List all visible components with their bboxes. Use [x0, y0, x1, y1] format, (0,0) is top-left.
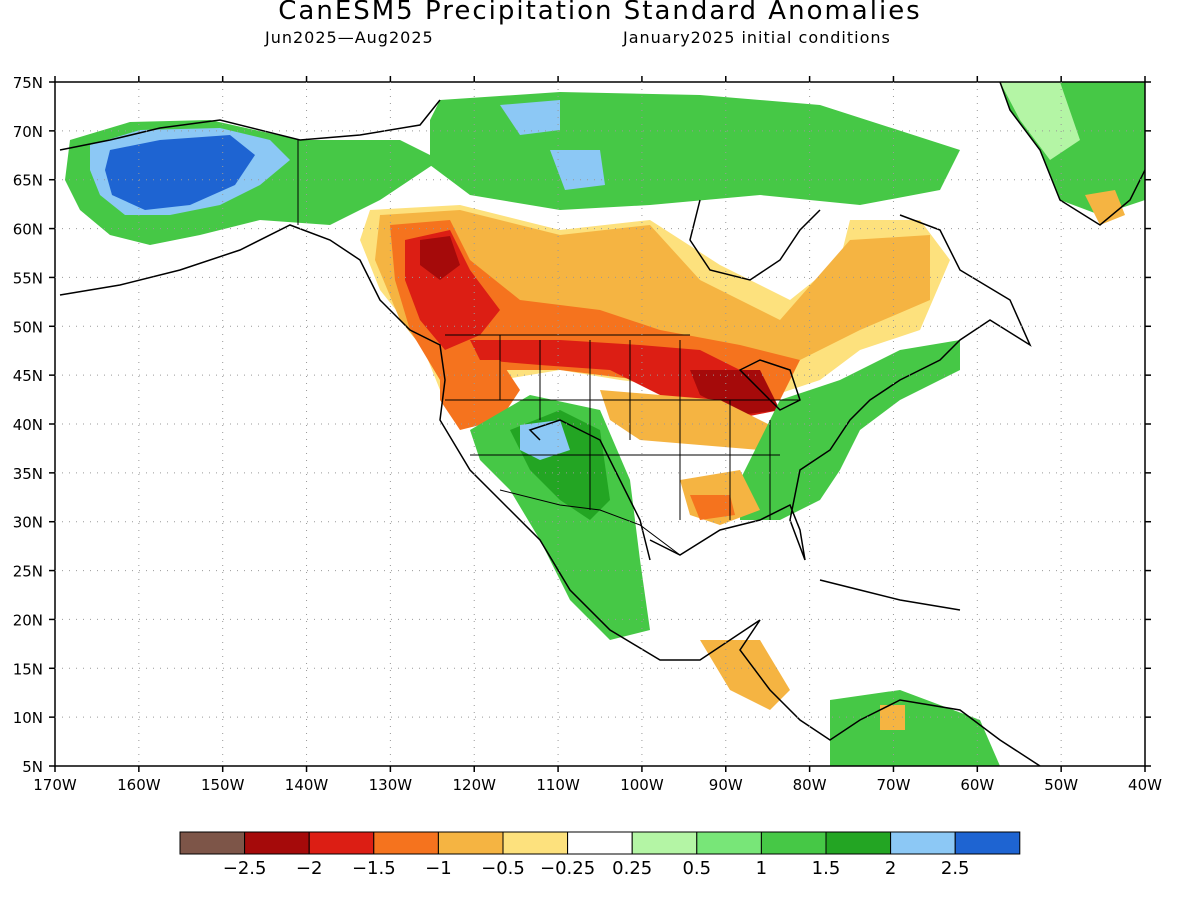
lat-label: 50N — [13, 318, 43, 336]
colorbar-label: −2.5 — [223, 858, 267, 879]
colorbar-labels: −2.5 −2 −1.5 −1 −0.5 −0.25 0.25 0.5 1 1.5 2 2.5 — [223, 858, 970, 879]
political-borders — [297, 140, 800, 556]
colorbar-label: 0.5 — [682, 858, 711, 879]
lon-label: 40W — [1128, 776, 1162, 794]
anomaly-region-interior-dry — [600, 390, 780, 450]
anomaly-region-cam-dry — [700, 640, 790, 710]
lon-label: 100W — [620, 776, 664, 794]
lon-label: 90W — [709, 776, 743, 794]
colorbar-swatch — [760, 831, 827, 855]
lon-label: 160W — [117, 776, 161, 794]
lat-label: 25N — [13, 563, 43, 581]
colorbar-label: 1 — [756, 858, 767, 879]
lat-label: 55N — [13, 269, 43, 287]
colorbar-swatch — [179, 831, 246, 855]
lon-label: 50W — [1044, 776, 1078, 794]
colorbar-swatch — [437, 831, 504, 855]
coastlines — [59, 82, 1145, 766]
anomaly-region-arctic-wet2 — [550, 150, 605, 190]
lat-label: 70N — [13, 123, 43, 141]
anomaly-region-bc-core — [420, 236, 460, 280]
colorbar-label: −1 — [425, 858, 452, 879]
lat-label: 20N — [13, 611, 43, 629]
colorbar-swatch — [567, 831, 633, 855]
colorbar-swatch — [890, 831, 956, 855]
lon-label: 60W — [960, 776, 994, 794]
lat-label: 75N — [13, 74, 43, 92]
lat-label: 15N — [13, 660, 43, 678]
colorbar — [179, 831, 1021, 855]
lon-label: 120W — [452, 776, 496, 794]
colorbar-label: 0.25 — [612, 858, 652, 879]
anomaly-region-arctic-wet — [500, 100, 560, 135]
lon-label: 150W — [201, 776, 245, 794]
anomaly-region-gulf-orange — [690, 495, 735, 520]
lon-label: 130W — [369, 776, 413, 794]
colorbar-label: 1.5 — [812, 858, 841, 879]
anomaly-shading — [65, 82, 1145, 766]
colorbar-swatch — [244, 831, 310, 855]
colorbar-swatch — [696, 831, 762, 855]
anomaly-region-southwest-wet — [520, 420, 570, 460]
colorbar-label: −2 — [296, 858, 323, 879]
latitude-labels: 75N 70N 65N 60N 55N 50N 45N 40N 35N 30N 25N 20N 15N 1… — [13, 74, 43, 776]
lon-label: 80W — [793, 776, 827, 794]
axis-ticks — [49, 76, 1151, 772]
anomaly-region-midwest-red — [690, 370, 780, 415]
colorbar-swatch — [502, 831, 569, 855]
lon-label: 70W — [877, 776, 911, 794]
lat-label: 65N — [13, 172, 43, 190]
colorbar-label: −0.5 — [481, 858, 525, 879]
initial-conditions: January2025 initial conditions — [623, 28, 891, 47]
anomaly-region-southwest-green — [470, 395, 650, 640]
colorbar-label: 2 — [885, 858, 896, 879]
anomaly-region-east-green — [740, 340, 960, 520]
forecast-period: Jun2025—Aug2025 — [265, 28, 434, 47]
colorbar-swatch — [825, 831, 892, 855]
colorbar-label: −0.25 — [540, 858, 595, 879]
colorbar-label: −1.5 — [352, 858, 396, 879]
lat-label: 5N — [22, 758, 43, 776]
longitude-labels: 170W 160W 150W 140W 130W 120W 110W 100W 90W 80W 70… — [33, 776, 1162, 794]
lat-label: 30N — [13, 514, 43, 532]
anomaly-region-sa-green — [830, 690, 1000, 766]
lat-label: 45N — [13, 367, 43, 385]
chart-title: CanESM5 Precipitation Standard Anomalies — [278, 0, 922, 26]
anomaly-region-greenland-light — [1000, 82, 1080, 160]
anomaly-region-sa-dry — [880, 705, 905, 730]
lon-label: 110W — [536, 776, 580, 794]
colorbar-swatch — [631, 831, 698, 855]
colorbar-swatch — [308, 831, 375, 855]
lon-label: 170W — [33, 776, 77, 794]
lat-label: 40N — [13, 416, 43, 434]
colorbar-label: 2.5 — [941, 858, 970, 879]
anomaly-region-alaska-core — [105, 135, 255, 210]
colorbar-swatch — [373, 831, 439, 855]
lon-label: 140W — [285, 776, 329, 794]
colorbar-swatch — [954, 831, 1021, 855]
lat-label: 35N — [13, 465, 43, 483]
lat-label: 60N — [13, 221, 43, 239]
anomaly-region-greenland-dry — [1085, 190, 1125, 225]
lat-label: 10N — [13, 709, 43, 727]
